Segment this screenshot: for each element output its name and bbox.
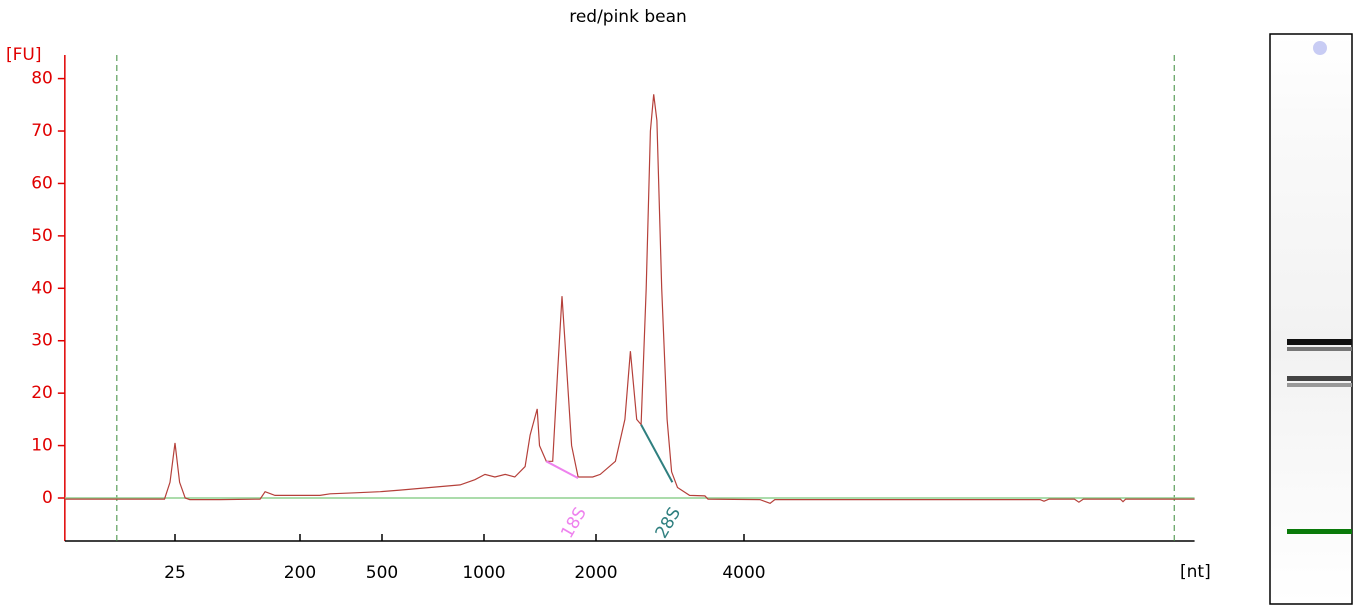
x-tick-label: 200 (284, 563, 316, 583)
peak-baseline (545, 460, 579, 479)
x-axis-label: [nt] (1180, 562, 1211, 582)
x-tick-label: 25 (164, 563, 186, 583)
y-tick-label: 50 (31, 226, 53, 246)
x-tick-label: 4000 (722, 563, 765, 583)
y-axis-label: [FU] (6, 45, 42, 65)
y-tick-label: 40 (31, 278, 53, 298)
peak-baseline (640, 424, 674, 483)
x-tick-label: 500 (366, 563, 398, 583)
y-tick-label: 70 (31, 121, 53, 141)
y-tick-label: 30 (31, 331, 53, 351)
y-tick-label: 10 (31, 436, 53, 456)
x-tick-label: 2000 (574, 563, 617, 583)
gel-lane (1269, 33, 1353, 605)
y-tick-label: 60 (31, 173, 53, 193)
chart-title: red/pink bean (569, 7, 687, 27)
x-tick-label: 1000 (462, 563, 505, 583)
y-tick-label: 20 (31, 383, 53, 403)
trace (64, 94, 1195, 504)
peak-label: 28S (652, 504, 686, 542)
y-tick-label: 0 (42, 488, 53, 508)
y-tick-label: 80 (31, 69, 53, 89)
peak-label: 18S (557, 504, 591, 542)
